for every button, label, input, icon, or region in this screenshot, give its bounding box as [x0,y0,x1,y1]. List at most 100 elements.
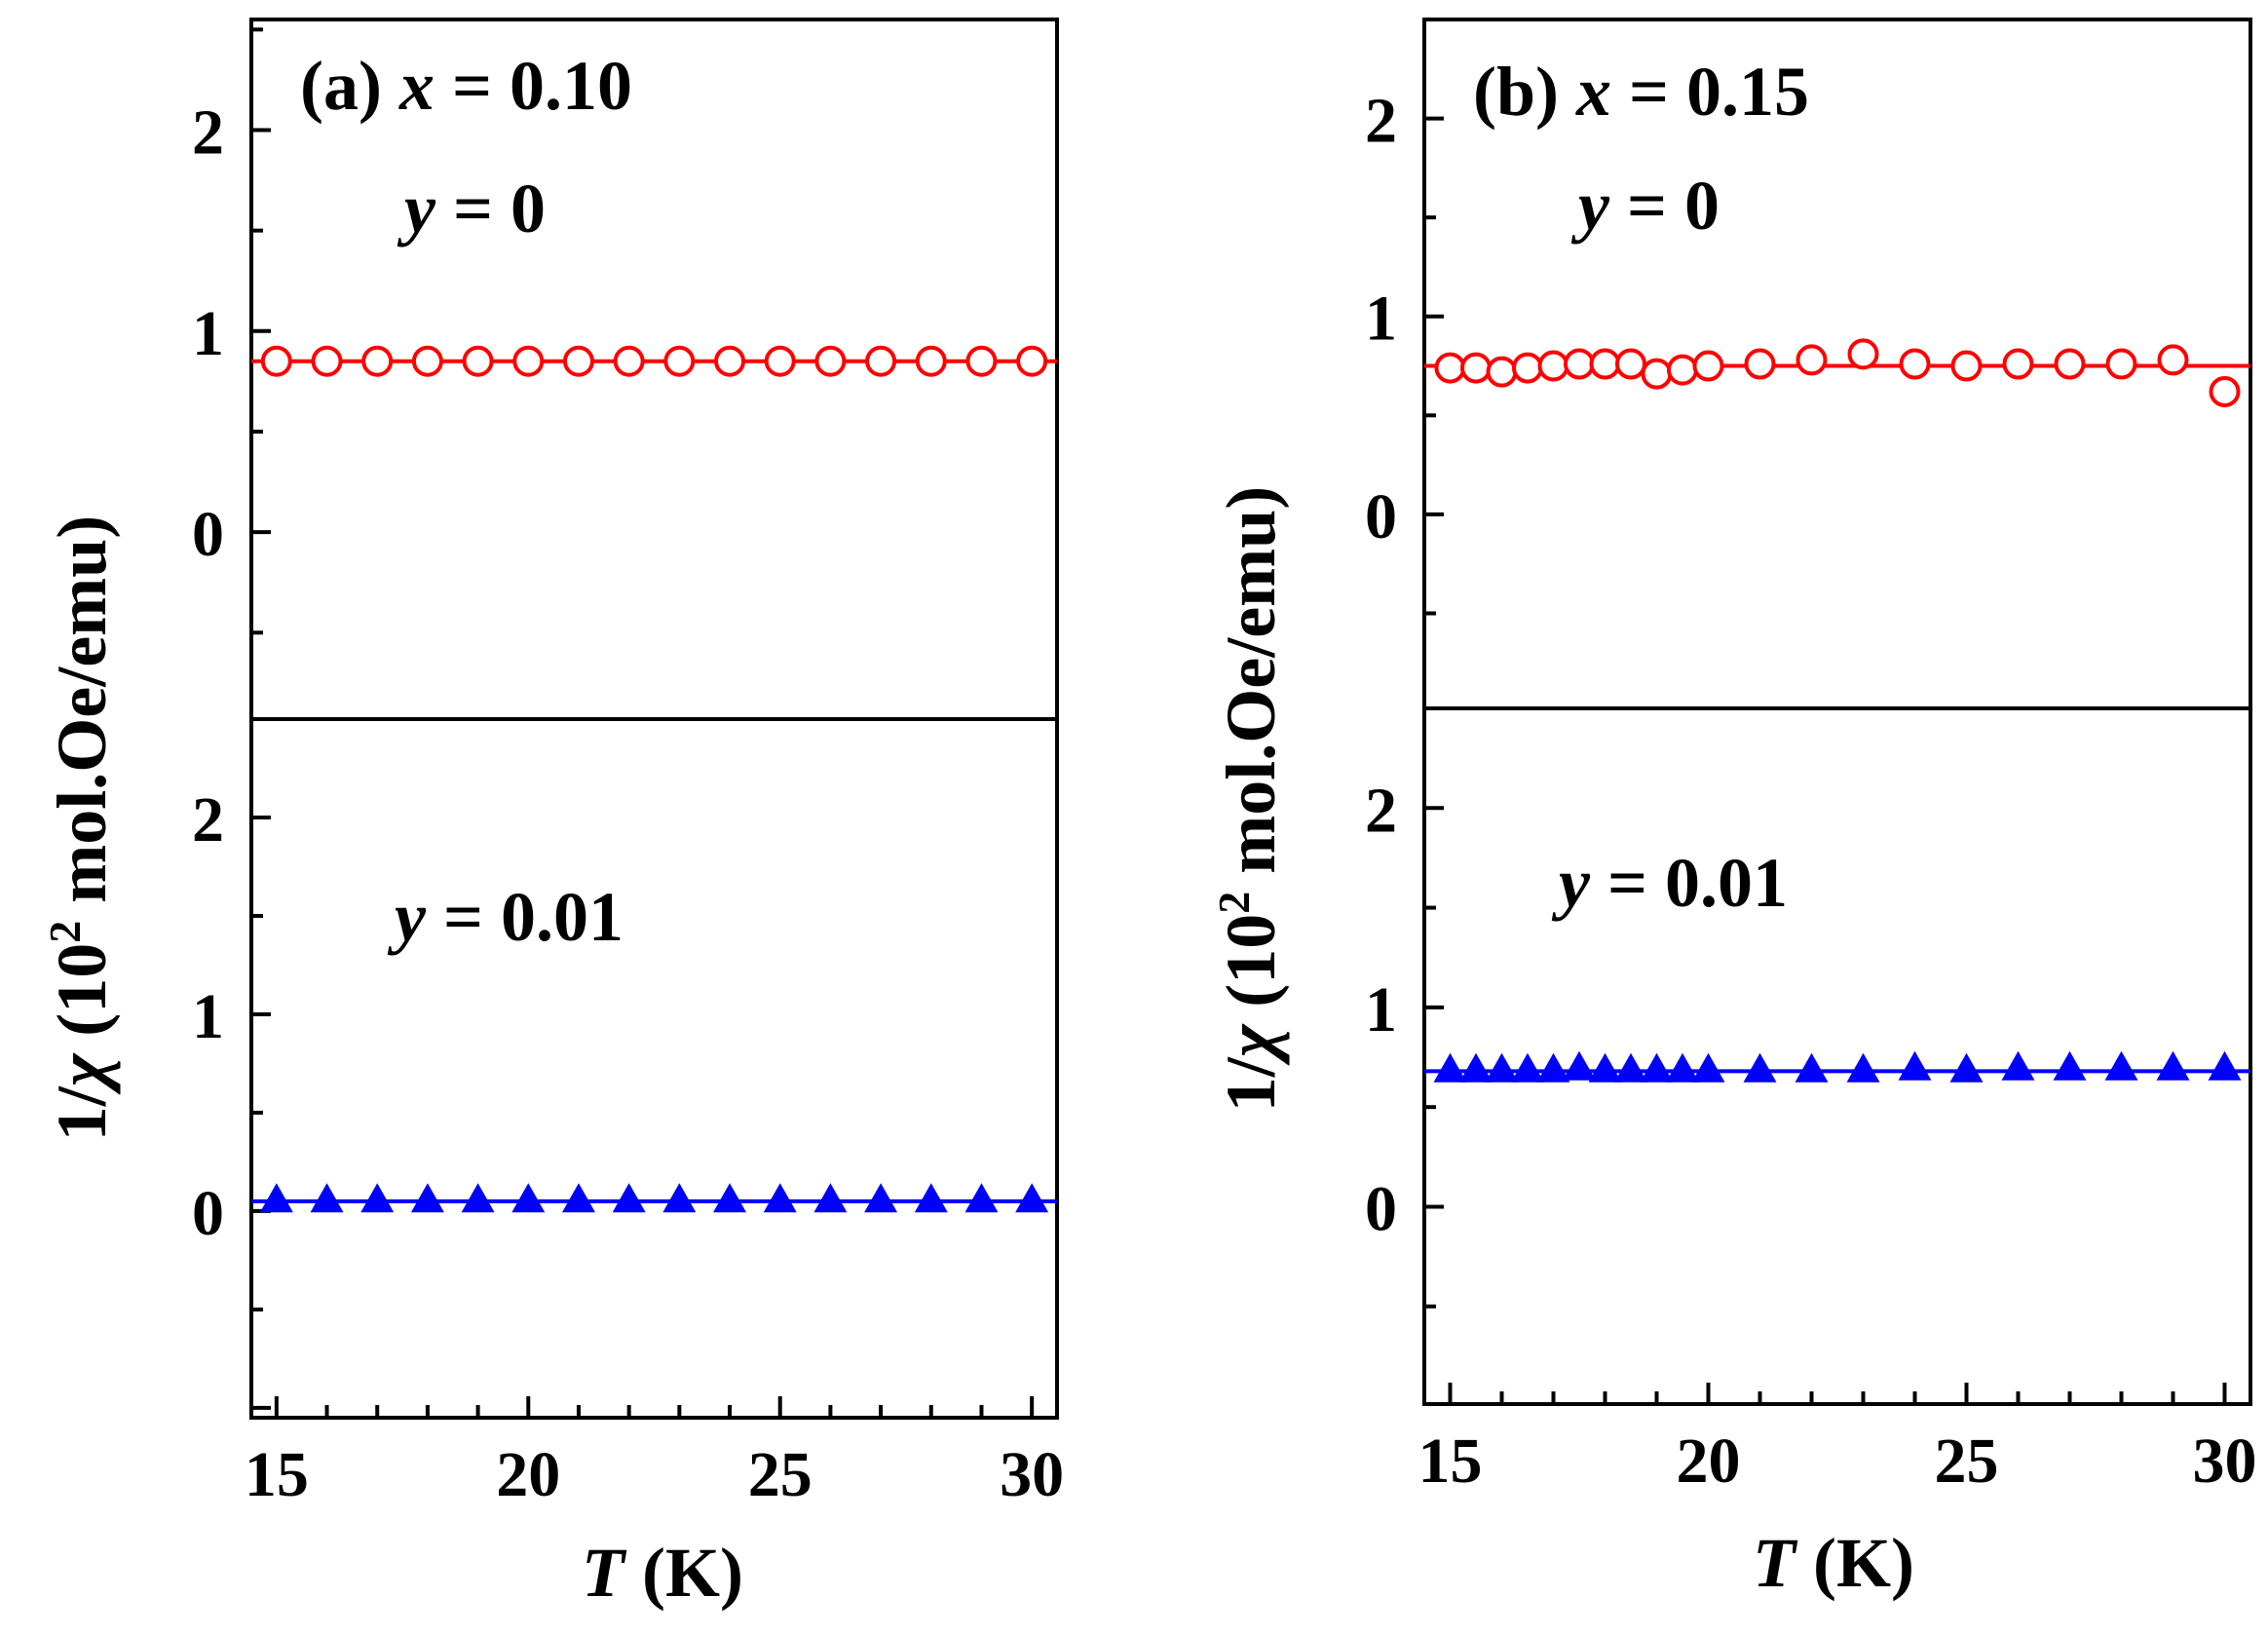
data-point [613,345,645,377]
data-point [713,1183,747,1213]
data-point [2053,1050,2087,1081]
data-point [1563,1050,1596,1081]
panel-label: (a) x = 0.10 [300,47,632,125]
panel-a: 0 1 2 y = 0 0 1 2 15 20 25 30 y = 0.01 (a) x = 0.10 [192,18,1064,1510]
data-point [2157,344,2189,376]
data-point [2156,1050,2190,1081]
data-point [1512,352,1543,384]
data-point [2105,348,2137,380]
y-tick-label: 0 [192,1178,224,1249]
data-point [2208,1050,2242,1081]
x-tick-label: 25 [1935,1426,1999,1497]
data-point [1640,1052,1674,1083]
x-tick-label: 15 [1418,1426,1483,1497]
data-point [1589,348,1621,380]
data-point [1744,348,1776,380]
data-point [1795,1052,1829,1083]
subplot-annotation: y = 0.01 [1551,844,1788,922]
data-point [1847,338,1879,370]
y-tick-label: 2 [192,96,224,168]
data-point [2104,1050,2138,1081]
data-point [864,1183,898,1213]
data-point [1459,1052,1493,1083]
data-point [965,345,998,377]
data-point [311,345,343,377]
data-point [1614,1052,1647,1083]
y-tick-label: 0 [1365,481,1397,552]
y-tick-label: 2 [1365,86,1397,157]
data-point [2002,348,2034,380]
plot-frame [249,717,1059,1420]
data-point [411,345,443,377]
y-tick-label: 2 [192,784,224,856]
subplot-b-2: 0 1 2 15 20 25 30 y = 0.01 [1365,706,2257,1497]
subplot-annotation: y = 0 [397,170,546,247]
data-point [612,1183,646,1213]
y-axis-title-b: 1/χ (102 mol.Oe/emu) [1209,486,1290,1112]
x-tick-label: 20 [496,1439,560,1510]
data-point [814,345,847,377]
data-point [1691,1052,1725,1083]
data-point [462,345,494,377]
data-point [1564,348,1595,380]
x-axis-title-a: T (K) [582,1534,743,1612]
data-point [764,345,796,377]
data-point [813,1183,848,1213]
data-point [410,1183,444,1213]
data-point [1743,1052,1777,1083]
data-point [260,345,292,377]
x-tick-label: 20 [1677,1426,1741,1497]
x-tick-label: 15 [245,1439,309,1510]
data-point [1846,1052,1880,1083]
y-tick-label: 1 [1365,974,1397,1046]
subplot-annotation: y = 0.01 [387,878,624,956]
data-point [1796,344,1828,376]
data-point [360,1183,395,1213]
subplot-annotation: y = 0 [1570,167,1720,245]
y-tick-label: 2 [1365,775,1397,846]
data-point [763,1183,797,1213]
data-point [1666,1052,1699,1083]
x-axis-title-b: T (K) [1753,1524,1914,1602]
x-tick-label: 25 [748,1439,813,1510]
data-point [1667,354,1698,386]
y-tick-label: 1 [192,981,224,1052]
data-point [1433,1052,1467,1083]
data-point [663,345,696,377]
data-point [1486,356,1518,388]
panel-b: 0 1 2 y = 0 0 1 2 15 20 25 30 y = 0.01 (b) x = 0.15 [1365,18,2257,1497]
data-point [865,345,897,377]
data-point [1950,350,1983,382]
data-point [1899,348,1931,380]
y-tick-label: 1 [1365,284,1397,355]
data-point [1511,1052,1544,1083]
panel-label: (b) x = 0.15 [1473,53,1809,131]
y-tick-label: 0 [1365,1173,1397,1244]
data-point [259,1183,293,1213]
data-point [1434,352,1466,384]
subplot-b-1: 0 1 2 y = 0 [1365,18,2252,710]
data-point [1949,1052,1984,1083]
y-tick-label: 1 [192,298,224,369]
data-point [1641,358,1673,390]
data-point [1537,350,1569,382]
data-point [461,1183,495,1213]
data-point [561,1183,595,1213]
data-point [714,345,746,377]
subplot-a-2: 0 1 2 15 20 25 30 y = 0.01 [192,717,1064,1510]
data-point [662,1183,697,1213]
data-point [361,345,394,377]
data-point [511,1183,546,1213]
data-point [1485,1052,1519,1083]
data-point [562,345,594,377]
data-point [512,345,545,377]
data-point [1536,1052,1570,1083]
data-point [310,1183,344,1213]
data-point [2209,375,2241,407]
data-point [1460,352,1492,384]
data-point [1015,1183,1049,1213]
y-tick-label: 0 [192,499,224,570]
x-tick-label: 30 [1000,1439,1064,1510]
data-point [1016,345,1048,377]
